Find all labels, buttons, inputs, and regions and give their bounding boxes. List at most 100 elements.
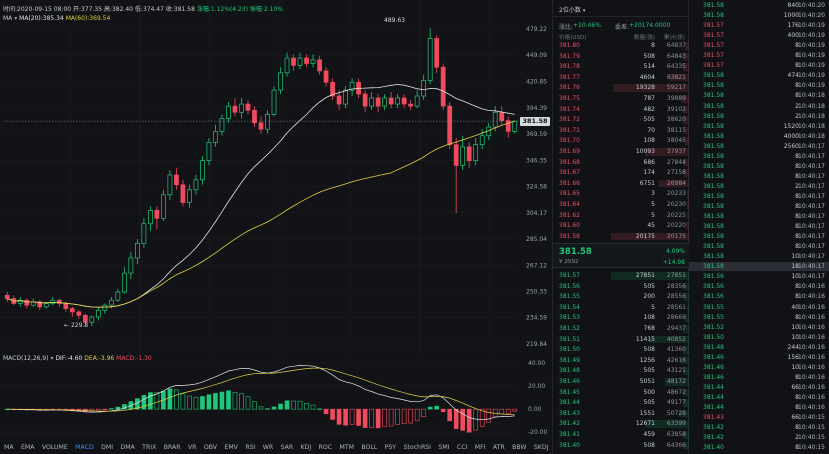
trade-row[interactable]: 381.58 8 10:40:17 <box>689 222 829 231</box>
trade-row[interactable]: 381.58 2560 10:40:17 <box>689 142 829 151</box>
bid-row[interactable]: 381.57 27851 27851 <box>553 271 689 280</box>
bid-row[interactable]: 381.55 200 28556 <box>553 292 689 301</box>
candle[interactable] <box>252 106 257 128</box>
indicator-tab-sar[interactable]: SAR <box>280 444 294 451</box>
ask-row[interactable]: 381.68 686 27844 <box>553 158 689 167</box>
indicator-tab-bbw[interactable]: BBW <box>512 444 527 451</box>
candle[interactable] <box>232 98 238 117</box>
chevron-down-icon[interactable]: ▾ <box>582 8 586 14</box>
bid-row[interactable]: 381.49 1256 42616 <box>553 356 689 365</box>
trade-row[interactable]: 381.42 8 10:40:15 <box>689 423 829 432</box>
trade-row[interactable]: 381.55 8 10:40:16 <box>689 313 829 322</box>
ask-row[interactable]: 381.77 4604 63821 <box>553 73 689 82</box>
candle[interactable] <box>265 110 270 134</box>
candle[interactable] <box>473 137 479 166</box>
trade-row[interactable]: 381.58 8 10:40:17 <box>689 232 829 241</box>
indicator-tab-mfi[interactable]: MFI <box>474 444 486 451</box>
trade-row[interactable]: 381.58 8 10:40:18 <box>689 91 829 100</box>
candle[interactable] <box>479 129 485 150</box>
trade-row[interactable]: 381.58 2 10:40:18 <box>689 112 829 121</box>
candle[interactable] <box>213 124 218 147</box>
candle[interactable] <box>427 28 433 85</box>
bid-row[interactable]: 381.45 500 48672 <box>553 388 689 397</box>
indicator-tab-trix[interactable]: TRIX <box>142 444 157 451</box>
ask-row[interactable]: 381.72 505 38620 <box>553 115 689 124</box>
candle[interactable] <box>154 206 160 230</box>
candle[interactable] <box>466 142 472 168</box>
candle[interactable] <box>369 92 374 111</box>
trade-row[interactable]: 381.46 156 10:40:16 <box>689 353 829 362</box>
trade-row[interactable]: 381.57 8 10:40:19 <box>689 51 829 60</box>
candle[interactable] <box>148 206 153 231</box>
candle[interactable] <box>161 189 166 222</box>
bid-row[interactable]: 381.42 12671 63399 <box>553 419 689 428</box>
indicator-tab-dma[interactable]: DMA <box>120 444 135 451</box>
indicator-tab-atr[interactable]: ATR <box>492 444 505 451</box>
candle[interactable] <box>388 92 394 109</box>
indicator-tab-roc[interactable]: ROC <box>318 444 333 451</box>
bid-row[interactable]: 381.43 1551 50728 <box>553 409 689 418</box>
candle[interactable] <box>460 135 466 171</box>
candle[interactable] <box>102 303 108 314</box>
candle[interactable] <box>122 266 127 294</box>
candle[interactable] <box>343 86 348 109</box>
candle[interactable] <box>206 137 212 166</box>
candle[interactable] <box>440 63 446 111</box>
ask-row[interactable]: 381.80 8 64837 <box>553 41 689 50</box>
candle[interactable] <box>258 116 264 134</box>
candle[interactable] <box>401 94 407 109</box>
trade-row[interactable]: 381.58 8 10:40:17 <box>689 162 829 171</box>
candle[interactable] <box>297 52 303 70</box>
macd-chart[interactable]: 40.00 20.00 0.00 -20.00 <box>0 355 553 441</box>
bid-row[interactable]: 381.44 505 49177 <box>553 398 689 407</box>
trade-row[interactable]: 381.55 40 10:40:16 <box>689 303 829 312</box>
trade-row[interactable]: 381.43 66 10:40:15 <box>689 413 829 422</box>
trade-row[interactable]: 381.56 10 10:40:17 <box>689 272 829 281</box>
trade-row[interactable]: 381.58 2 10:40:18 <box>689 102 829 111</box>
candle[interactable] <box>434 35 440 73</box>
indicator-tab-ma[interactable]: MA <box>4 444 14 451</box>
candle[interactable] <box>76 310 82 319</box>
bid-row[interactable]: 381.50 508 41360 <box>553 345 689 354</box>
candle[interactable] <box>375 94 381 113</box>
ask-row[interactable]: 381.79 508 64843 <box>553 52 689 61</box>
trade-row[interactable]: 381.58 840 10:40:20 <box>689 1 829 10</box>
candle[interactable] <box>200 156 205 185</box>
candle[interactable] <box>82 313 88 324</box>
ask-row[interactable]: 381.58 20175 20175 <box>553 232 689 241</box>
ask-row[interactable]: 381.78 514 64335 <box>553 62 689 71</box>
trade-row[interactable]: 381.48 244 10:40:16 <box>689 343 829 352</box>
ma-label[interactable]: MA <box>3 15 13 22</box>
book-header[interactable]: 2位小数 ▾ <box>553 0 689 17</box>
trade-row[interactable]: 381.58 8 10:40:17 <box>689 202 829 211</box>
candle[interactable] <box>17 296 23 307</box>
trade-row[interactable]: 381.52 10 10:40:16 <box>689 323 829 332</box>
trade-row[interactable]: 381.44 66 10:40:16 <box>689 383 829 392</box>
indicator-tab-ema[interactable]: EMA <box>20 444 35 451</box>
candle[interactable] <box>408 100 414 111</box>
trade-row[interactable]: 381.58 18 10:40:17 <box>689 262 829 272</box>
candle[interactable] <box>304 54 309 68</box>
indicator-tab-wr[interactable]: WR <box>262 444 274 451</box>
candle[interactable] <box>128 252 134 280</box>
candle[interactable] <box>505 116 511 138</box>
trade-row[interactable]: 381.57 8 10:40:19 <box>689 61 829 70</box>
bid-row[interactable]: 381.46 5051 48172 <box>553 377 689 386</box>
ask-row[interactable]: 381.70 108 38045 <box>553 136 689 145</box>
indicator-tab-boll[interactable]: BOLL <box>361 444 378 451</box>
trade-row[interactable]: 381.46 10 10:40:16 <box>689 363 829 372</box>
candle[interactable] <box>317 56 322 75</box>
candle[interactable] <box>421 74 427 101</box>
candle[interactable] <box>141 218 147 248</box>
ask-row[interactable]: 381.67 174 27158 <box>553 168 689 177</box>
candle[interactable] <box>180 179 186 207</box>
candle[interactable] <box>37 300 43 311</box>
candle[interactable] <box>512 120 518 134</box>
candle[interactable] <box>245 100 251 115</box>
candle[interactable] <box>382 94 387 111</box>
indicator-tab-stochrsi[interactable]: StochRSI <box>403 444 431 451</box>
candle[interactable] <box>226 102 231 123</box>
candle[interactable] <box>414 90 420 109</box>
candle[interactable] <box>187 184 192 208</box>
candle[interactable] <box>89 315 95 327</box>
